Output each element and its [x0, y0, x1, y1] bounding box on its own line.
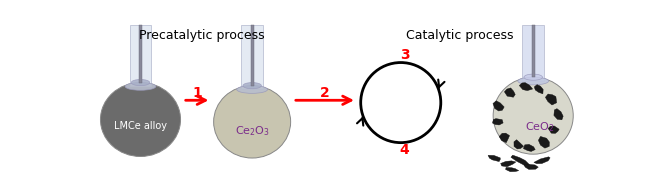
Polygon shape — [539, 136, 549, 148]
Polygon shape — [511, 155, 530, 166]
Ellipse shape — [493, 77, 573, 154]
Text: Catalytic process: Catalytic process — [406, 29, 514, 42]
Polygon shape — [545, 94, 557, 105]
Polygon shape — [548, 126, 559, 133]
Ellipse shape — [131, 80, 150, 86]
Text: 3: 3 — [400, 48, 410, 62]
Text: CeO$_2$: CeO$_2$ — [524, 120, 554, 134]
Ellipse shape — [243, 83, 262, 89]
Bar — [139, 25, 142, 83]
Text: LMCe alloy: LMCe alloy — [114, 121, 167, 131]
Polygon shape — [534, 157, 550, 164]
Polygon shape — [534, 85, 543, 94]
Ellipse shape — [524, 74, 543, 80]
Polygon shape — [524, 165, 538, 169]
Bar — [251, 25, 254, 86]
Text: 2: 2 — [320, 86, 330, 100]
Polygon shape — [488, 155, 500, 162]
Polygon shape — [506, 167, 519, 172]
Polygon shape — [519, 83, 533, 91]
Polygon shape — [499, 133, 509, 143]
Bar — [241, 25, 263, 89]
Polygon shape — [504, 88, 515, 97]
Polygon shape — [514, 140, 524, 149]
Ellipse shape — [101, 83, 180, 157]
Ellipse shape — [237, 86, 267, 93]
Polygon shape — [500, 161, 516, 167]
Polygon shape — [493, 101, 504, 111]
Ellipse shape — [125, 83, 156, 90]
Text: Precatalytic process: Precatalytic process — [140, 29, 265, 42]
Polygon shape — [523, 144, 535, 152]
Ellipse shape — [518, 77, 548, 85]
Polygon shape — [554, 109, 563, 120]
Text: 1: 1 — [192, 86, 202, 100]
Ellipse shape — [214, 86, 291, 158]
Bar — [532, 25, 535, 77]
Bar — [130, 25, 151, 86]
Text: 4: 4 — [400, 143, 410, 157]
Text: Ce$_2$O$_3$: Ce$_2$O$_3$ — [234, 124, 270, 138]
Polygon shape — [493, 119, 503, 125]
Bar — [522, 25, 544, 81]
